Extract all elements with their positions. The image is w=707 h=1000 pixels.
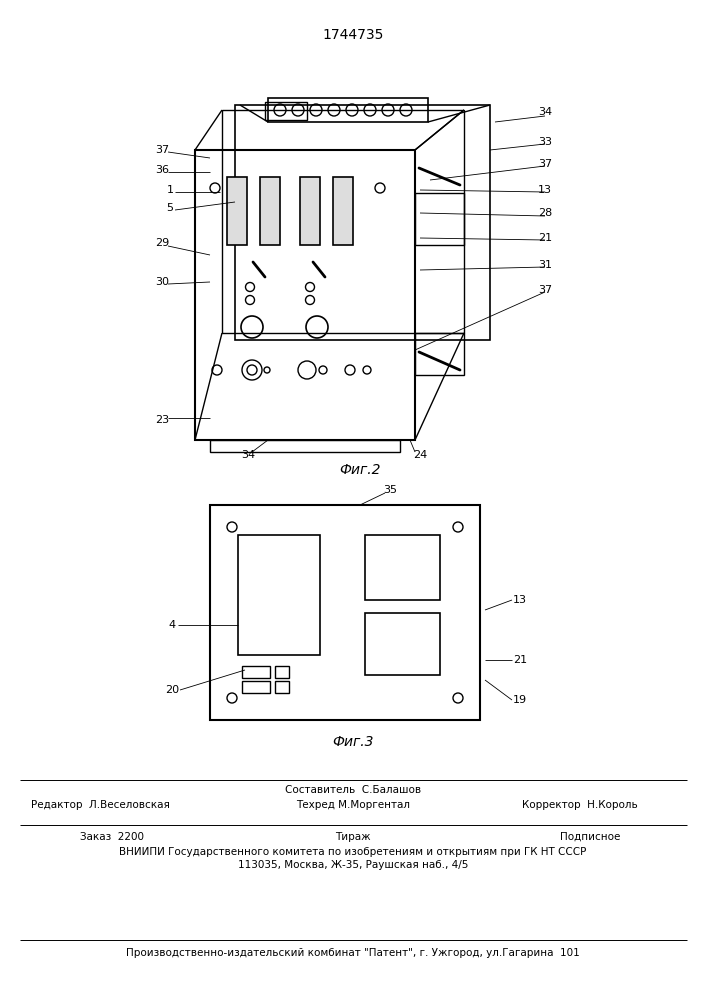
Text: Составитель  С.Балашов: Составитель С.Балашов [285, 785, 421, 795]
Text: 34: 34 [241, 450, 255, 460]
Bar [238, 535, 320, 655]
Text: 37: 37 [538, 285, 552, 295]
Text: Техред М.Моргентал: Техред М.Моргентал [296, 800, 410, 810]
Text: Заказ  2200: Заказ 2200 [80, 832, 144, 842]
Bar [195, 150, 415, 440]
Bar [275, 681, 289, 693]
Text: 23: 23 [155, 415, 169, 425]
Bar [242, 666, 270, 678]
Bar [333, 177, 353, 245]
Text: Корректор  Н.Король: Корректор Н.Король [522, 800, 638, 810]
Text: 1: 1 [167, 185, 173, 195]
Text: 35: 35 [383, 485, 397, 495]
Bar [268, 98, 428, 122]
Text: 30: 30 [155, 277, 169, 287]
Text: Фиг.2: Фиг.2 [339, 463, 381, 477]
Bar [265, 102, 307, 120]
Text: 37: 37 [155, 145, 169, 155]
Text: Производственно-издательский комбинат "Патент", г. Ужгород, ул.Гагарина  101: Производственно-издательский комбинат "П… [126, 948, 580, 958]
Text: 5: 5 [167, 203, 173, 213]
Bar [260, 177, 280, 245]
Bar [222, 110, 464, 333]
Text: 21: 21 [513, 655, 527, 665]
Bar [415, 193, 464, 245]
Bar [275, 666, 289, 678]
Text: Фиг.3: Фиг.3 [332, 735, 374, 749]
Text: Редактор  Л.Веселовская: Редактор Л.Веселовская [30, 800, 170, 810]
Bar [365, 613, 440, 675]
Text: 21: 21 [538, 233, 552, 243]
Text: ВНИИПИ Государственного комитета по изобретениям и открытиям при ГК НТ СССР: ВНИИПИ Государственного комитета по изоб… [119, 847, 587, 857]
Text: 1744735: 1744735 [322, 28, 384, 42]
Text: 36: 36 [155, 165, 169, 175]
Text: 13: 13 [538, 185, 552, 195]
Text: 13: 13 [513, 595, 527, 605]
Text: 20: 20 [165, 685, 179, 695]
Text: 28: 28 [538, 208, 552, 218]
Text: 113035, Москва, Ж-35, Раушская наб., 4/5: 113035, Москва, Ж-35, Раушская наб., 4/5 [238, 860, 468, 870]
Bar [300, 177, 320, 245]
Text: 29: 29 [155, 238, 169, 248]
Text: 31: 31 [538, 260, 552, 270]
Text: 24: 24 [413, 450, 427, 460]
Text: Тираж: Тираж [335, 832, 370, 842]
Bar [365, 535, 440, 600]
Bar [210, 440, 400, 452]
Text: Подписное: Подписное [560, 832, 620, 842]
Bar [415, 333, 464, 375]
Bar [242, 681, 270, 693]
Bar [210, 505, 480, 720]
Bar [235, 105, 490, 340]
Text: 33: 33 [538, 137, 552, 147]
Bar [227, 177, 247, 245]
Text: 37: 37 [538, 159, 552, 169]
Text: 4: 4 [168, 620, 175, 630]
Text: 34: 34 [538, 107, 552, 117]
Text: 19: 19 [513, 695, 527, 705]
